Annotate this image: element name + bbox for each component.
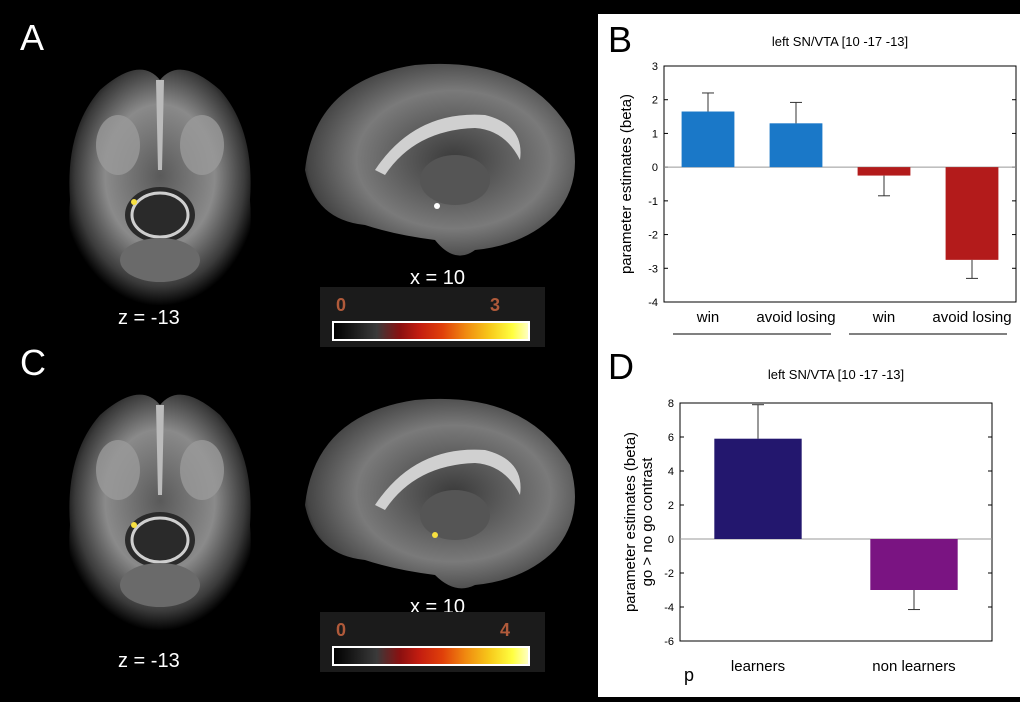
activation-blob: [432, 532, 438, 538]
y-tick-label: -4: [648, 297, 658, 309]
y-tick-label: -1: [648, 196, 658, 208]
chart-title: left SN/VTA [10 -17 -13]: [768, 367, 904, 382]
y-tick-label: 0: [668, 534, 674, 546]
y-tick-label: -6: [664, 636, 674, 648]
y-tick-label: -2: [648, 230, 658, 242]
y-tick-label: 4: [668, 466, 674, 478]
y-tick-label: 0: [652, 162, 658, 174]
y-tick-label: 8: [668, 398, 674, 410]
corner-label: p: [684, 665, 695, 685]
chart-d: left SN/VTA [10 -17 -13] 8 6 4 2 0 -2 -4 -6 param…: [622, 367, 993, 675]
plot-frame: [663, 65, 1017, 303]
axial-slice-c: [40, 375, 280, 675]
colorbar-gradient: [332, 321, 530, 341]
y-tick-label: 2: [668, 500, 674, 512]
axial-coordinate-label: z = -13: [118, 650, 180, 672]
panel-letter-c: C: [20, 342, 46, 383]
x-category-label: avoid losing: [756, 309, 835, 326]
colorbar-max-label: 3: [490, 295, 501, 315]
activation-blob: [434, 203, 440, 209]
y-tick-label: -3: [648, 263, 658, 275]
sagittal-brain-image: [305, 398, 575, 589]
chart-b: left SN/VTA [10 -17 -13] 3 2 1 0 -1 -2 -3 -4 para…: [618, 34, 1017, 360]
y-tick-label: 6: [668, 432, 674, 444]
y-tick-label: 3: [652, 61, 658, 73]
bar: [945, 167, 999, 260]
sagittal-slice-a: [285, 50, 595, 275]
bar: [769, 123, 823, 168]
sagittal-brain-image: [305, 63, 575, 256]
activation-blob: [131, 199, 137, 205]
bar: [681, 111, 735, 168]
y-tick-label: -4: [664, 602, 674, 614]
bar: [870, 539, 958, 590]
x-category-label: win: [872, 309, 896, 326]
bar: [857, 167, 911, 176]
y-axis-label: parameter estimates (beta): [622, 432, 639, 612]
chart-title: left SN/VTA [10 -17 -13]: [772, 34, 908, 49]
bar: [714, 438, 802, 539]
y-tick-label: 2: [652, 95, 658, 107]
panel-letter-b: B: [608, 19, 633, 60]
x-category-label: win: [696, 309, 720, 326]
x-category-label: non learners: [872, 658, 955, 675]
activation-blob: [131, 522, 137, 528]
colorbar-a: 0 3: [320, 287, 545, 347]
x-category-label: avoid losing: [932, 309, 1011, 326]
panel-b: B left SN/VTA [10 -17 -13] 3 2 1 0 -1 -2 -3 -4 pa…: [598, 14, 1020, 360]
panel-letter-a: A: [20, 17, 45, 58]
sagittal-coordinate-label: x = 10: [410, 267, 466, 289]
axial-coordinate-label: z = -13: [118, 307, 180, 329]
panel-letter-d: D: [608, 346, 634, 387]
colorbar-c: 0 4: [320, 612, 545, 672]
y-axis-label: parameter estimates (beta): [618, 94, 635, 274]
y-tick-label: 1: [652, 128, 658, 140]
x-category-label: learners: [731, 658, 785, 675]
y-axis-label-secondary: go > no go contrast: [639, 457, 656, 587]
axial-slice-a: [40, 50, 280, 350]
colorbar-min-label: 0: [336, 295, 347, 315]
plot-frame: [679, 402, 993, 642]
axial-brain-image: [69, 69, 251, 306]
colorbar-max-label: 4: [500, 620, 511, 640]
colorbar-min-label: 0: [336, 620, 347, 640]
axial-brain-image: [69, 394, 251, 631]
sagittal-slice-c: [285, 385, 595, 595]
colorbar-gradient: [332, 646, 530, 666]
y-tick-label: -2: [664, 568, 674, 580]
panel-d: D p left SN/VTA [10 -17 -13] 8 6 4 2 0 -2 -4 -6 p…: [598, 347, 1020, 697]
